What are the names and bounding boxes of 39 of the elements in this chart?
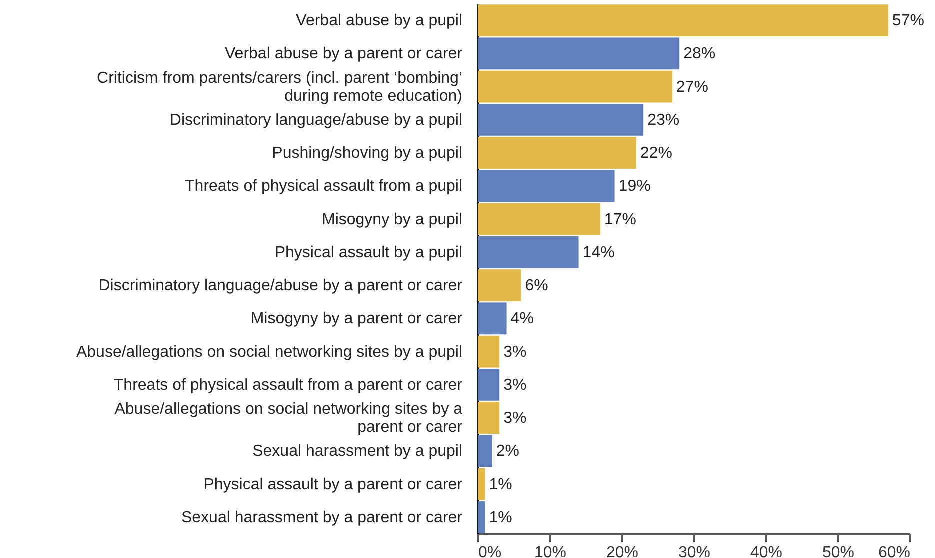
y-tick-label: Misogyny by a parent or carer: [250, 310, 464, 328]
data-label: 2%: [496, 443, 520, 460]
data-label: 28%: [684, 46, 716, 63]
data-label: 22%: [640, 145, 672, 162]
x-tick-label: 60%: [878, 544, 910, 558]
y-tick-label: Sexual harassment by a pupil: [252, 443, 462, 460]
data-label: 6%: [525, 278, 548, 295]
y-tick-label: Verbal abuse by a parent or carer: [225, 46, 464, 63]
x-tick-label: 10%: [534, 544, 567, 558]
y-tick-label: Sexual harassment by a parent or carer: [181, 509, 464, 526]
data-label: 23%: [648, 112, 680, 129]
data-label: 1%: [489, 476, 512, 494]
y-tick-label: Discriminatory language/abuse by a parent or carer: [98, 278, 464, 295]
y-tick-label: Pushing/shoving by a pupil: [272, 145, 462, 162]
data-label: 17%: [604, 211, 636, 228]
data-label: 19%: [618, 178, 651, 196]
data-label: 3%: [504, 344, 527, 361]
y-tick-label: Abuse/allegations on social networking sites by a pupil: [76, 344, 462, 361]
y-tick-label: Threats of physical assault from a pupil: [185, 178, 462, 196]
data-label: 1%: [489, 509, 512, 526]
data-label: 27%: [676, 78, 708, 96]
data-label: 57%: [892, 12, 924, 30]
data-label: 4%: [510, 310, 534, 328]
y-tick-label: Physical assault by a parent or carer: [204, 476, 464, 494]
y-tick-label: Criticism from parents/carers (incl. parent ‘bombing’ during remote education): [97, 70, 462, 105]
data-label: 14%: [582, 244, 615, 262]
x-tick-label: 40%: [750, 544, 783, 558]
x-tick-label: 50%: [822, 544, 855, 558]
data-label: 3%: [504, 410, 527, 428]
y-tick-label: Discriminatory language/abuse by a pupil: [170, 112, 462, 129]
y-tick-label: Misogyny by a pupil: [322, 211, 462, 228]
x-tick-label: 20%: [606, 544, 639, 558]
y-tick-label: Abuse/allegations on social networking sites by a parent or carer: [114, 401, 464, 436]
data-label: 3%: [504, 376, 527, 394]
y-tick-label: Threats of physical assault from a parent or carer: [114, 376, 464, 394]
y-tick-label: Physical assault by a pupil: [274, 244, 462, 262]
x-tick-label: 0%: [478, 544, 502, 558]
x-tick-label: 30%: [678, 544, 711, 558]
y-tick-label: Verbal abuse by a pupil: [296, 12, 462, 30]
